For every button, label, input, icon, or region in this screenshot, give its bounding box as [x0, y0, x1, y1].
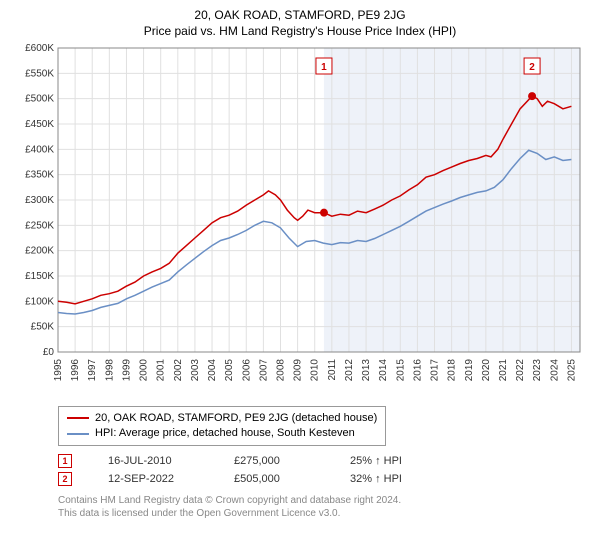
legend-label: 20, OAK ROAD, STAMFORD, PE9 2JG (detache…: [95, 411, 377, 426]
sale-date: 16-JUL-2010: [108, 455, 198, 467]
svg-text:£100K: £100K: [25, 296, 54, 307]
svg-text:1995: 1995: [53, 358, 64, 381]
svg-text:2022: 2022: [515, 358, 526, 381]
svg-text:£200K: £200K: [25, 245, 54, 256]
svg-text:2016: 2016: [412, 358, 423, 381]
svg-text:1999: 1999: [121, 358, 132, 381]
svg-text:£450K: £450K: [25, 119, 54, 130]
svg-text:1996: 1996: [70, 358, 81, 381]
svg-text:2004: 2004: [207, 358, 218, 381]
svg-text:2002: 2002: [173, 358, 184, 381]
svg-text:£550K: £550K: [25, 68, 54, 79]
chart-svg: £0 £50K £100K £150K £200K £250K £300K £350K £400…: [10, 42, 590, 402]
footnote-line: Contains HM Land Registry data © Crown c…: [58, 494, 590, 507]
legend-swatch: [67, 433, 89, 435]
svg-text:2007: 2007: [258, 358, 269, 381]
legend-swatch: [67, 417, 89, 419]
sale-price: £505,000: [234, 473, 314, 485]
svg-text:2018: 2018: [447, 358, 458, 381]
legend: 20, OAK ROAD, STAMFORD, PE9 2JG (detache…: [58, 406, 386, 447]
svg-text:2011: 2011: [327, 358, 338, 380]
svg-text:2012: 2012: [344, 358, 355, 381]
sale-row: 1 16-JUL-2010 £275,000 25% ↑ HPI: [58, 452, 590, 470]
sale-diff: 25% ↑ HPI: [350, 455, 402, 467]
svg-text:2005: 2005: [224, 358, 235, 381]
svg-text:2006: 2006: [241, 358, 252, 381]
line-chart: £0 £50K £100K £150K £200K £250K £300K £350K £400…: [10, 42, 590, 402]
svg-text:1: 1: [321, 62, 327, 73]
chart-subtitle: Price paid vs. HM Land Registry's House …: [10, 24, 590, 38]
svg-text:£0: £0: [43, 347, 55, 358]
svg-text:2024: 2024: [549, 358, 560, 381]
svg-text:2019: 2019: [464, 358, 475, 381]
svg-text:£50K: £50K: [31, 321, 55, 332]
legend-item: 20, OAK ROAD, STAMFORD, PE9 2JG (detache…: [67, 411, 377, 426]
sale-date: 12-SEP-2022: [108, 473, 198, 485]
svg-text:1997: 1997: [87, 358, 98, 381]
svg-text:£400K: £400K: [25, 144, 54, 155]
sale-marker: 1: [58, 454, 72, 468]
svg-text:1998: 1998: [104, 358, 115, 381]
footnote-line: This data is licensed under the Open Gov…: [58, 507, 590, 520]
svg-text:2021: 2021: [498, 358, 509, 381]
svg-text:2014: 2014: [378, 358, 389, 381]
svg-text:2020: 2020: [481, 358, 492, 381]
svg-text:2023: 2023: [532, 358, 543, 381]
chart-title: 20, OAK ROAD, STAMFORD, PE9 2JG: [10, 8, 590, 24]
svg-text:2013: 2013: [361, 358, 372, 381]
svg-text:2009: 2009: [293, 358, 304, 381]
sale-marker: 2: [58, 472, 72, 486]
svg-text:£500K: £500K: [25, 93, 54, 104]
svg-text:2: 2: [529, 62, 535, 73]
sales-table: 1 16-JUL-2010 £275,000 25% ↑ HPI 2 12-SEP-202…: [58, 452, 590, 488]
svg-text:2015: 2015: [395, 358, 406, 381]
svg-text:2025: 2025: [566, 358, 577, 381]
legend-label: HPI: Average price, detached house, Sout…: [95, 426, 355, 441]
svg-text:2000: 2000: [139, 358, 150, 381]
svg-text:£600K: £600K: [25, 43, 54, 54]
svg-text:2001: 2001: [156, 358, 167, 381]
svg-text:£150K: £150K: [25, 271, 54, 282]
svg-text:2003: 2003: [190, 358, 201, 381]
svg-text:2008: 2008: [275, 358, 286, 381]
svg-text:£300K: £300K: [25, 195, 54, 206]
footnote: Contains HM Land Registry data © Crown c…: [58, 494, 590, 520]
legend-item: HPI: Average price, detached house, Sout…: [67, 426, 377, 441]
sale-diff: 32% ↑ HPI: [350, 473, 402, 485]
svg-text:2017: 2017: [430, 358, 441, 381]
svg-text:£250K: £250K: [25, 220, 54, 231]
svg-text:2010: 2010: [310, 358, 321, 381]
svg-text:£350K: £350K: [25, 169, 54, 180]
chart-container: 20, OAK ROAD, STAMFORD, PE9 2JG Price pa…: [0, 0, 600, 560]
sale-price: £275,000: [234, 455, 314, 467]
sale-row: 2 12-SEP-2022 £505,000 32% ↑ HPI: [58, 470, 590, 488]
